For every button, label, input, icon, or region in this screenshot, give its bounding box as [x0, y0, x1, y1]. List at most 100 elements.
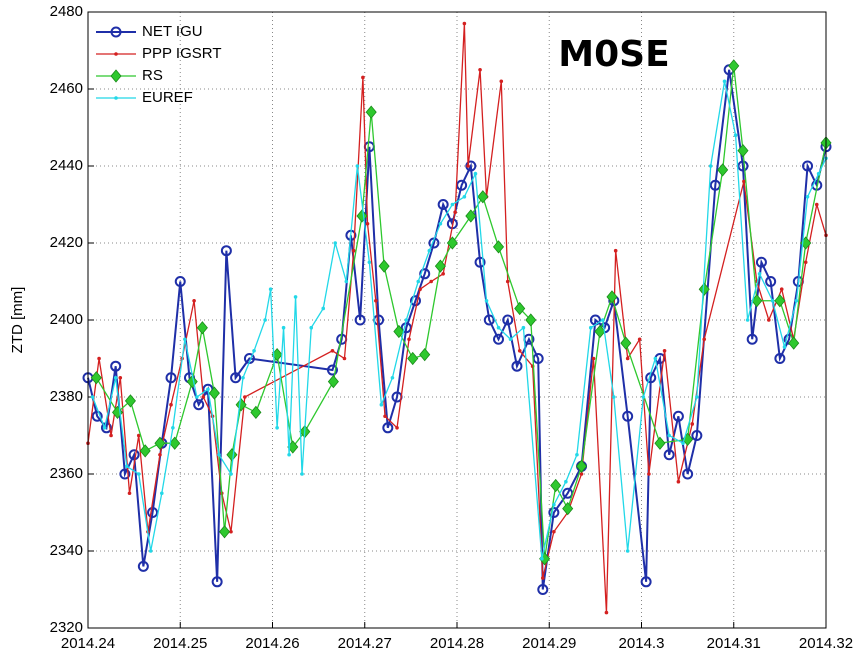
marker: [419, 348, 431, 362]
marker: [395, 426, 399, 430]
y-tick-label: 2320: [50, 619, 83, 636]
axes-box: [87, 11, 827, 629]
marker: [552, 529, 556, 534]
marker: [139, 444, 151, 458]
marker: [169, 402, 173, 407]
marker: [110, 69, 122, 83]
legend-label: EUREF: [142, 89, 193, 106]
marker: [446, 236, 458, 250]
marker: [275, 426, 279, 430]
marker: [344, 279, 349, 284]
marker: [782, 345, 787, 349]
marker: [654, 436, 666, 450]
marker: [160, 491, 164, 496]
marker: [217, 452, 221, 457]
y-tick-label: 2400: [50, 311, 83, 328]
marker: [114, 52, 118, 56]
marker: [695, 395, 699, 399]
marker: [737, 160, 749, 172]
marker: [351, 248, 356, 253]
marker: [438, 221, 443, 226]
marker: [588, 325, 593, 330]
series: [86, 21, 828, 615]
marker: [625, 549, 630, 553]
marker: [540, 556, 544, 561]
marker: [367, 260, 372, 265]
marker: [682, 468, 694, 480]
marker: [378, 259, 390, 273]
marker: [192, 298, 196, 303]
marker: [102, 426, 107, 430]
x-tick-label: 2014.28: [430, 635, 484, 652]
legend: NET IGU PPP IGSRT RS EUREF: [96, 23, 221, 106]
marker: [434, 259, 446, 273]
marker: [508, 337, 513, 342]
series: [90, 79, 828, 561]
marker: [745, 318, 750, 322]
marker: [169, 436, 181, 450]
marker: [653, 356, 658, 361]
marker: [174, 276, 186, 287]
marker: [765, 276, 777, 287]
marker: [562, 502, 574, 516]
marker: [502, 314, 514, 326]
marker: [517, 349, 522, 353]
marker: [118, 375, 123, 380]
marker: [419, 268, 431, 280]
marker: [540, 576, 545, 580]
marker: [119, 468, 131, 480]
marker: [698, 282, 710, 296]
marker: [219, 525, 231, 539]
marker: [252, 349, 256, 353]
marker: [484, 298, 489, 303]
marker: [91, 410, 103, 422]
marker: [802, 160, 814, 172]
marker: [521, 325, 526, 330]
marker: [722, 79, 727, 84]
marker: [327, 374, 339, 389]
marker: [575, 452, 579, 457]
marker: [814, 202, 819, 207]
marker: [365, 105, 377, 119]
marker: [690, 422, 695, 426]
marker: [404, 318, 409, 322]
marker: [390, 375, 395, 380]
marker: [625, 356, 630, 361]
marker: [356, 209, 368, 223]
marker: [148, 549, 153, 553]
marker: [537, 584, 549, 595]
marker: [641, 395, 646, 399]
marker: [620, 336, 632, 350]
marker: [525, 313, 537, 327]
marker: [90, 371, 102, 385]
marker: [493, 333, 505, 345]
marker: [594, 324, 606, 339]
marker: [416, 279, 421, 284]
marker: [499, 79, 504, 84]
marker: [171, 426, 175, 430]
x-tick-label: 2014.24: [61, 635, 115, 652]
marker: [326, 364, 338, 376]
marker: [474, 256, 486, 268]
marker: [263, 318, 267, 322]
marker: [154, 436, 166, 450]
marker: [550, 478, 562, 493]
marker: [100, 422, 112, 434]
marker: [196, 321, 208, 335]
x-tick-label: 2014.31: [707, 635, 761, 652]
marker: [193, 399, 205, 411]
marker: [355, 164, 360, 168]
marker: [208, 386, 220, 400]
marker: [165, 372, 177, 384]
marker: [496, 325, 501, 330]
marker: [733, 133, 738, 137]
marker: [622, 410, 634, 422]
marker: [147, 507, 159, 518]
marker: [400, 322, 412, 334]
marker: [691, 430, 703, 441]
y-tick-label: 2380: [50, 388, 83, 405]
marker: [505, 279, 510, 284]
y-tick-label: 2420: [50, 234, 83, 251]
marker: [158, 452, 162, 457]
